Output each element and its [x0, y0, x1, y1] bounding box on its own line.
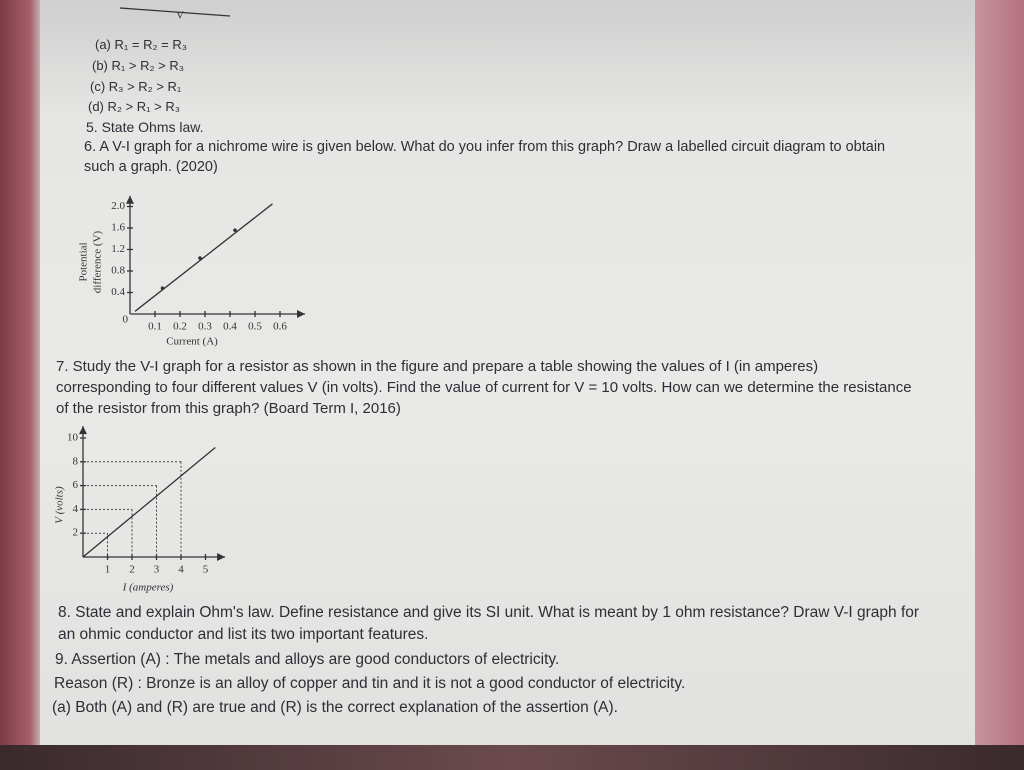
y-tick-label: 6 — [73, 479, 79, 491]
x-arrow — [297, 310, 305, 318]
y-tick-label: 1.2 — [111, 243, 125, 255]
question: 7. Study the V-I graph for a resistor as… — [56, 358, 912, 417]
fragment-label: V — [176, 10, 184, 22]
x-tick-label: 0.1 — [148, 321, 162, 333]
question: 6. A V-I graph for a nichrome wire is gi… — [84, 139, 886, 175]
y-tick-label: 0.4 — [111, 286, 125, 298]
x-tick-label: 2 — [129, 564, 135, 576]
x-tick-label: 0.3 — [198, 321, 212, 333]
option: (d) R₂ > R₁ > R₃ — [88, 99, 181, 114]
data-point — [233, 228, 237, 232]
y-tick-label: 8 — [73, 455, 79, 467]
x-tick-label: 4 — [178, 564, 184, 576]
y-tick-label: 0.8 — [111, 265, 125, 277]
x-arrow — [217, 553, 226, 561]
x-tick-label: 5 — [203, 564, 209, 576]
vi-line — [134, 203, 273, 312]
x-tick-label: 0.2 — [173, 321, 187, 333]
question: 5. State Ohms law. — [86, 119, 204, 135]
y-arrow — [126, 195, 134, 204]
vi-line — [82, 447, 216, 558]
option: (a) Both (A) and (R) are true and (R) is… — [52, 699, 618, 716]
option: (b) R₁ > R₂ > R₃ — [92, 58, 185, 73]
y-axis-label: V (volts) — [54, 486, 66, 524]
y-axis-label: difference (V) — [92, 230, 104, 293]
x-tick-label: 3 — [154, 564, 160, 576]
data-point — [160, 286, 165, 291]
y-axis-label: Potential — [78, 242, 90, 281]
x-axis-label: I (amperes) — [122, 582, 174, 594]
question: 9. Assertion (A) : The metals and alloys… — [55, 651, 560, 668]
y-tick-label: 4 — [73, 503, 79, 515]
option: (a) R₁ = R₂ = R₃ — [95, 37, 188, 52]
option: (c) R₃ > R₂ > R₁ — [90, 79, 182, 94]
x-axis-label: Current (A) — [166, 336, 218, 348]
x-tick-label: 0.5 — [248, 321, 262, 333]
data-point — [198, 256, 202, 260]
y-tick-label: 1.6 — [111, 222, 125, 234]
fragment-axis — [119, 7, 231, 17]
x-tick-label: 0.4 — [223, 321, 237, 333]
table-edge — [0, 745, 1024, 770]
y-tick-label: 10 — [67, 432, 79, 444]
x-tick-label: 0.6 — [273, 321, 287, 333]
origin-label: 0 — [123, 314, 129, 326]
y-tick-label: 2.0 — [111, 200, 125, 212]
question: 8. State and explain Ohm's law. Define r… — [58, 604, 920, 643]
y-arrow — [79, 426, 87, 435]
paper — [40, 0, 975, 748]
y-tick-label: 2 — [73, 527, 79, 539]
x-tick-label: 1 — [105, 564, 111, 576]
question: Reason (R) : Bronze is an alloy of coppe… — [54, 675, 686, 692]
